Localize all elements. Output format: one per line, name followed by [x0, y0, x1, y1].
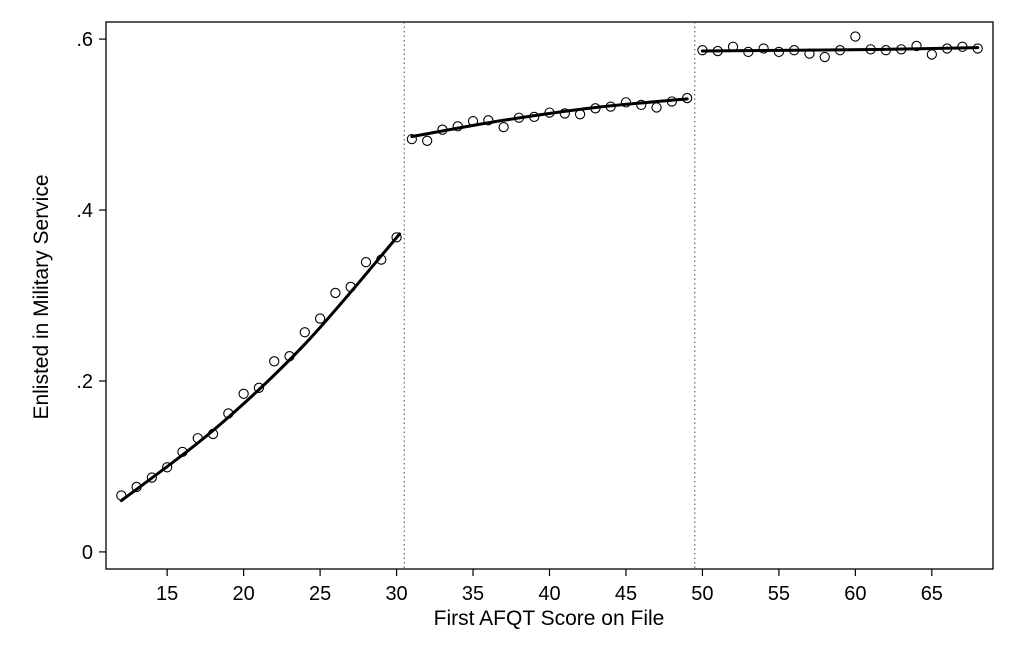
data-point [880, 45, 892, 56]
x-tick-label: 35 [462, 583, 484, 605]
data-point [422, 135, 433, 146]
fit-curve-0 [119, 232, 402, 503]
data-point [911, 40, 922, 52]
data-point [681, 92, 693, 104]
data-point [773, 46, 785, 58]
data-point [177, 446, 188, 458]
data-point [360, 257, 372, 268]
data-point [727, 41, 739, 52]
data-point [284, 351, 295, 362]
data-point [544, 107, 555, 118]
data-point [131, 481, 142, 493]
data-point [789, 45, 800, 56]
data-point [269, 356, 280, 367]
data-point [666, 96, 677, 107]
y-tick-label: .2 [76, 371, 93, 393]
data-point [850, 31, 861, 42]
y-axis: 0 .2 .4 .6 [76, 29, 106, 564]
fit-curve-1 [410, 97, 689, 139]
x-tick-label: 45 [615, 583, 637, 605]
data-point [743, 46, 754, 58]
data-point [574, 109, 586, 120]
x-tick-label: 65 [921, 583, 943, 605]
data-point [146, 472, 158, 483]
data-point [819, 51, 830, 63]
data-point [697, 45, 708, 56]
data-point [941, 43, 953, 54]
data-point [605, 101, 616, 112]
x-tick-label: 40 [538, 583, 560, 605]
data-point [391, 232, 402, 243]
data-point [498, 121, 509, 133]
data-point [712, 45, 723, 57]
data-point [957, 41, 968, 52]
data-point [620, 97, 632, 108]
data-point [162, 462, 173, 473]
y-tick-label: .4 [76, 200, 93, 222]
x-tick-label: 50 [691, 583, 713, 605]
data-point [452, 121, 463, 132]
data-point [467, 115, 479, 127]
data-point [116, 490, 127, 501]
data-point [651, 102, 662, 113]
data-point [376, 254, 387, 265]
data-point [345, 281, 356, 293]
data-point [238, 388, 249, 399]
data-point [314, 313, 326, 324]
data-point [483, 115, 494, 126]
y-axis-title: Enlisted in Military Service [30, 174, 53, 419]
data-point [223, 408, 234, 419]
data-point [437, 124, 448, 135]
data-point [559, 108, 570, 119]
data-point [192, 433, 203, 444]
fit-curve-2 [700, 46, 980, 53]
x-tick-label: 30 [385, 583, 407, 605]
fitted-curves [119, 46, 980, 503]
data-points [116, 31, 983, 501]
data-point [972, 43, 983, 54]
data-point [253, 382, 265, 393]
y-tick-label: .6 [76, 29, 93, 51]
data-point [207, 428, 219, 440]
data-point [636, 99, 647, 111]
data-point [330, 287, 341, 299]
x-axis-title: First AFQT Score on File [434, 607, 665, 630]
data-point [406, 133, 418, 145]
data-point [865, 44, 876, 55]
x-tick-label: 55 [768, 583, 790, 605]
x-tick-label: 15 [156, 583, 178, 605]
data-point [299, 327, 310, 338]
data-point [926, 49, 937, 60]
x-tick-label: 20 [233, 583, 255, 605]
x-tick-label: 60 [844, 583, 866, 605]
data-point [590, 103, 601, 114]
data-point [896, 44, 907, 55]
data-point [834, 45, 846, 56]
plot-frame [105, 21, 994, 570]
data-point [513, 112, 525, 123]
data-point [529, 111, 540, 123]
cutoff-lines [403, 22, 696, 569]
x-tick-label: 25 [309, 583, 331, 605]
x-axis: 15 20 25 30 35 40 45 50 55 60 65 [156, 569, 943, 605]
y-tick-label: 0 [82, 542, 93, 564]
data-point [758, 43, 769, 54]
data-point [804, 48, 815, 59]
